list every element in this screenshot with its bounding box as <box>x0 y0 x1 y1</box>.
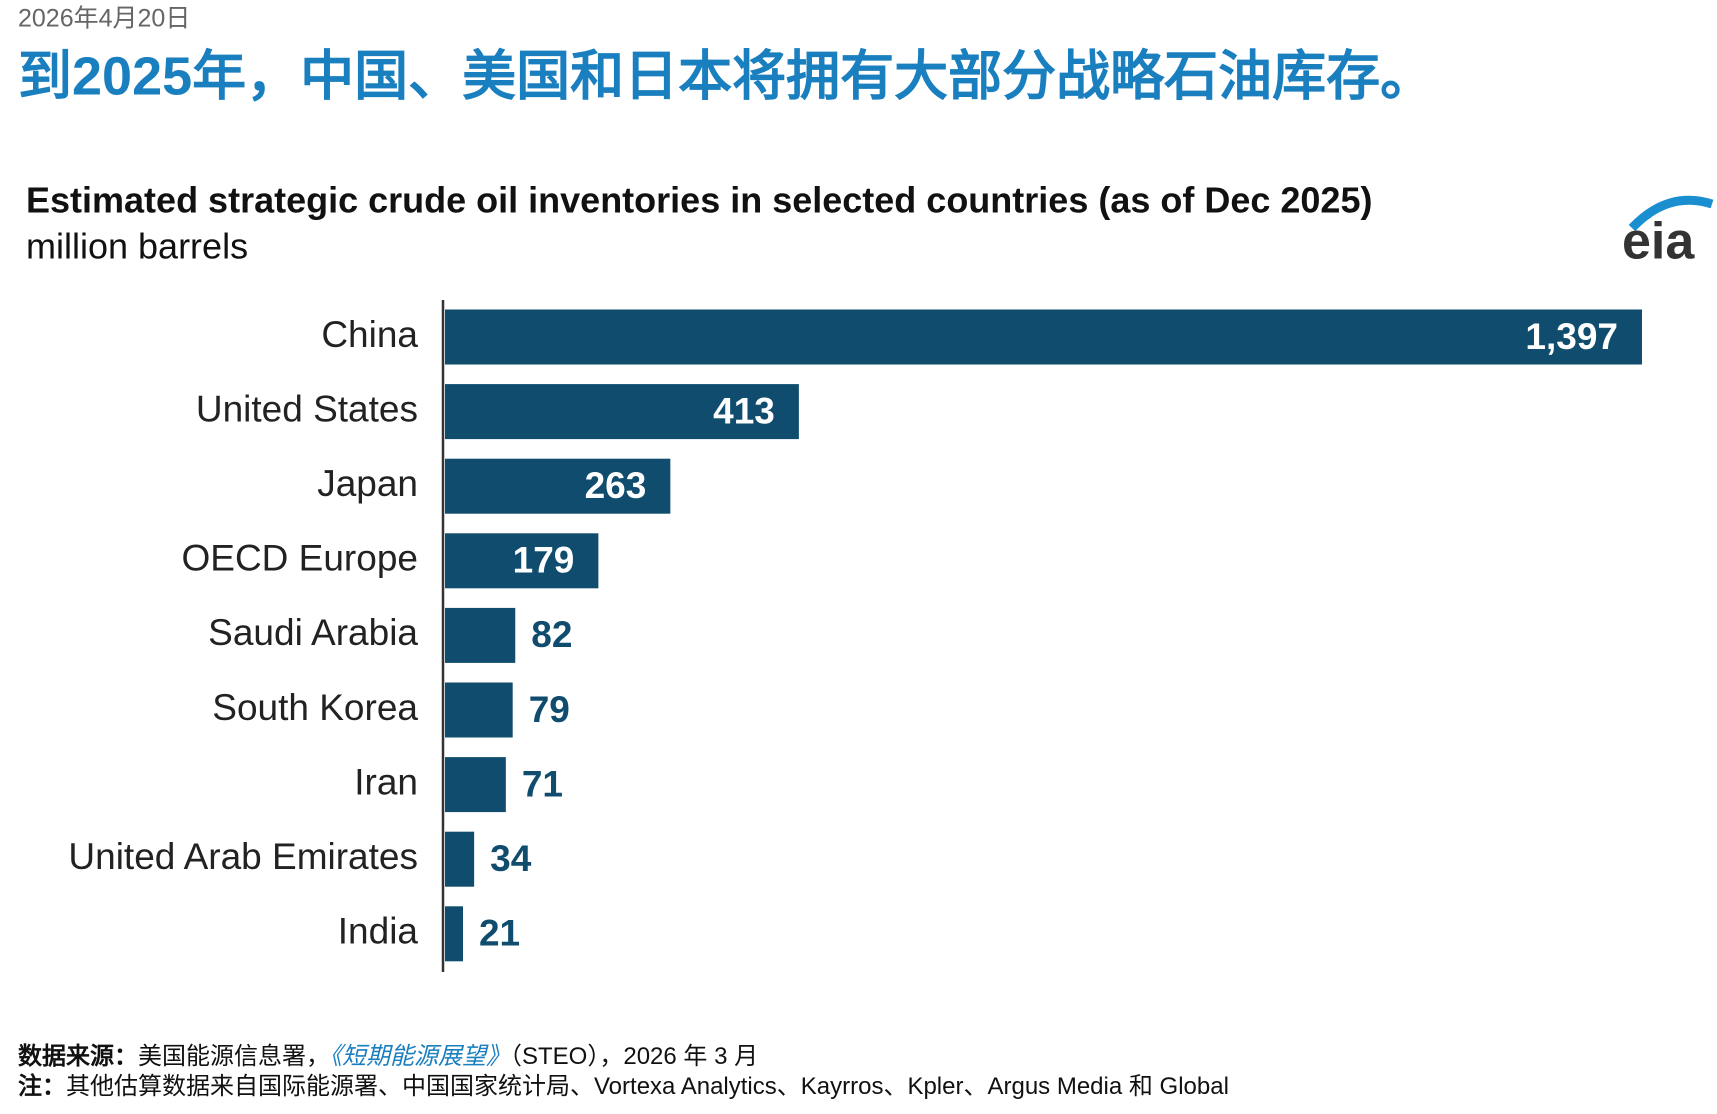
source-text: 美国能源信息署， <box>138 1043 330 1070</box>
note-text: 其他估算数据来自国际能源署、中国国家统计局、Vortexa Analytics、… <box>66 1073 1229 1100</box>
note: 注：其他估算数据来自国际能源署、中国国家统计局、Vortexa Analytic… <box>18 1072 1229 1100</box>
logo-arc <box>1628 195 1714 232</box>
source-label: 数据来源： <box>18 1042 138 1070</box>
value-label: 263 <box>585 465 647 506</box>
bar <box>445 384 799 440</box>
value-label: 179 <box>513 540 575 581</box>
value-label: 79 <box>529 689 570 730</box>
chart-title: Estimated strategic crude oil inventorie… <box>26 180 1372 221</box>
chart-subtitle: million barrels <box>26 226 248 267</box>
category-label: United Arab Emirates <box>68 836 418 877</box>
category-label: Japan <box>317 463 418 504</box>
value-label: 21 <box>479 913 520 954</box>
bar <box>445 831 475 887</box>
bar <box>445 757 506 813</box>
value-label: 413 <box>713 390 775 431</box>
eia-logo: eia <box>1622 195 1714 271</box>
headline: 到2025年，中国、美国和日本将拥有大部分战略石油库存。 <box>18 46 1434 106</box>
bar <box>445 607 516 663</box>
category-label: Iran <box>354 761 418 802</box>
source-rest: （STEO），2026 年 3 月 <box>510 1043 758 1070</box>
category-label: Saudi Arabia <box>208 612 418 653</box>
category-label: OECD Europe <box>182 538 419 579</box>
category-label: South Korea <box>212 687 418 728</box>
value-label: 34 <box>490 838 532 879</box>
bar <box>445 309 1642 365</box>
category-label: India <box>338 911 419 952</box>
source-note: 数据来源：美国能源信息署，《短期能源展望》（STEO），2026 年 3 月 <box>18 1042 758 1070</box>
value-label: 1,397 <box>1525 316 1618 357</box>
bar <box>445 458 671 514</box>
bar <box>445 533 599 589</box>
value-label: 71 <box>522 763 563 804</box>
note-label: 注： <box>18 1072 66 1100</box>
category-label: China <box>321 314 418 355</box>
bar <box>445 682 513 738</box>
value-label: 82 <box>531 614 572 655</box>
source-title: 《短期能源展望》 <box>330 1043 510 1070</box>
bar <box>445 906 463 962</box>
logo-text: eia <box>1622 213 1695 271</box>
category-label: United States <box>196 388 418 429</box>
date: 2026年4月20日 <box>18 5 190 33</box>
